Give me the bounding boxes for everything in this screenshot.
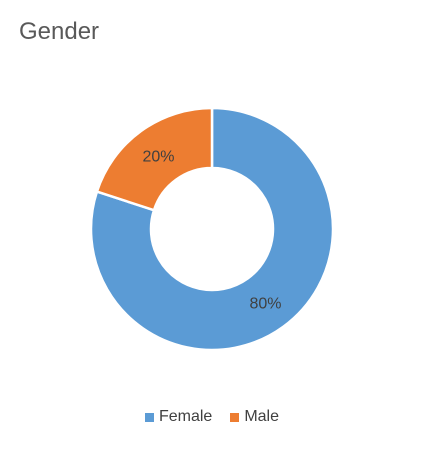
legend-item-female: Female [144, 408, 213, 426]
legend-label-female: Female [158, 408, 213, 425]
slice-female [89, 106, 335, 352]
legend-item-male: Male [230, 408, 279, 426]
data-label-female: 80% [249, 296, 281, 313]
legend-swatch-female [144, 412, 154, 422]
slice-male [95, 106, 214, 212]
chart-legend: Female Male [0, 408, 424, 426]
donut-chart: 80% 20% [89, 106, 335, 352]
data-label-male: 20% [142, 148, 174, 165]
legend-label-male: Male [244, 408, 280, 425]
legend-swatch-male [230, 412, 240, 422]
chart-title: Gender [19, 18, 100, 45]
